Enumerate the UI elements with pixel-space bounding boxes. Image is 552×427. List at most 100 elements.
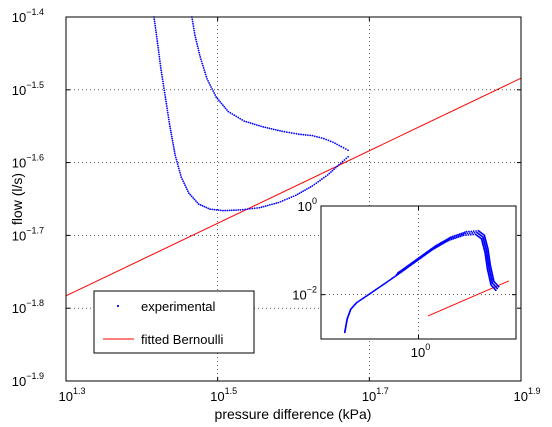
data-point bbox=[194, 34, 196, 37]
data-point bbox=[154, 27, 157, 29]
data-point bbox=[203, 205, 206, 208]
data-point bbox=[199, 56, 202, 58]
data-point bbox=[183, 182, 186, 185]
data-point bbox=[298, 192, 301, 195]
data-point bbox=[241, 208, 244, 211]
data-point bbox=[187, 190, 189, 193]
data-point bbox=[168, 120, 171, 123]
data-point bbox=[209, 84, 211, 86]
data-point bbox=[158, 55, 161, 58]
data-point bbox=[168, 123, 171, 125]
data-point bbox=[275, 202, 278, 205]
data-point bbox=[201, 62, 204, 65]
inset-data-point bbox=[472, 230, 475, 233]
inset-data-point bbox=[464, 232, 467, 235]
data-point bbox=[187, 192, 190, 195]
data-point bbox=[244, 208, 247, 211]
data-point bbox=[192, 25, 195, 27]
data-point bbox=[260, 125, 262, 128]
data-point bbox=[154, 24, 157, 27]
data-point bbox=[286, 198, 288, 200]
data-point bbox=[255, 124, 258, 126]
data-point bbox=[333, 168, 336, 171]
data-point bbox=[309, 134, 312, 137]
data-point bbox=[294, 194, 297, 197]
data-point bbox=[258, 124, 260, 127]
inset-ticks bbox=[321, 205, 516, 339]
inset-data-point bbox=[468, 230, 470, 233]
data-point bbox=[180, 176, 183, 179]
inset-data-point bbox=[465, 234, 467, 236]
data-point bbox=[193, 29, 196, 32]
data-point bbox=[307, 187, 310, 189]
data-point bbox=[327, 139, 330, 142]
data-point bbox=[185, 186, 187, 189]
data-point bbox=[190, 195, 193, 198]
data-point bbox=[290, 132, 293, 134]
data-point bbox=[306, 188, 308, 190]
data-point bbox=[322, 137, 325, 140]
data-point bbox=[239, 117, 242, 120]
data-point bbox=[179, 174, 182, 176]
data-point bbox=[345, 157, 348, 160]
data-point bbox=[260, 206, 263, 209]
data-point bbox=[161, 78, 164, 81]
data-point bbox=[155, 31, 157, 34]
data-point bbox=[177, 167, 180, 170]
data-point bbox=[191, 20, 194, 23]
data-point bbox=[177, 165, 180, 168]
data-point bbox=[172, 144, 175, 146]
legend: experimental fitted Bernoulli bbox=[93, 290, 255, 354]
data-point bbox=[196, 43, 198, 45]
data-point bbox=[292, 195, 295, 198]
data-point bbox=[197, 47, 200, 50]
data-point bbox=[288, 131, 291, 134]
data-point bbox=[232, 209, 235, 212]
data-point bbox=[196, 201, 199, 204]
data-point bbox=[246, 208, 249, 211]
data-point bbox=[168, 125, 171, 128]
data-point bbox=[169, 129, 172, 132]
data-point bbox=[325, 138, 328, 141]
data-point bbox=[347, 149, 349, 152]
data-point bbox=[204, 71, 206, 74]
data-point bbox=[283, 199, 286, 201]
data-point bbox=[209, 208, 211, 211]
data-point bbox=[215, 209, 218, 211]
data-point bbox=[194, 36, 197, 39]
data-point bbox=[347, 155, 349, 158]
data-point bbox=[214, 94, 217, 96]
inset-data-point bbox=[466, 232, 469, 235]
data-point bbox=[156, 37, 158, 40]
data-point bbox=[320, 137, 323, 139]
data-point bbox=[269, 204, 271, 206]
data-point bbox=[164, 96, 167, 98]
data-point bbox=[256, 207, 258, 209]
data-point bbox=[210, 86, 212, 88]
inset-data-point bbox=[471, 232, 474, 234]
data-point bbox=[249, 122, 252, 124]
data-point bbox=[313, 135, 316, 138]
data-point bbox=[205, 75, 208, 78]
data-point bbox=[161, 80, 164, 83]
data-point bbox=[235, 115, 238, 118]
data-point bbox=[213, 92, 216, 94]
data-point bbox=[258, 206, 261, 209]
data-point bbox=[163, 87, 165, 90]
data-point bbox=[172, 146, 175, 148]
data-point bbox=[205, 206, 208, 209]
data-point bbox=[237, 209, 240, 211]
data-point bbox=[195, 38, 197, 41]
data-point bbox=[279, 129, 281, 132]
data-point bbox=[195, 40, 198, 43]
data-point bbox=[171, 139, 174, 142]
data-point bbox=[208, 82, 210, 84]
data-point bbox=[342, 146, 345, 149]
data-point bbox=[247, 121, 250, 124]
data-point bbox=[223, 105, 226, 108]
data-point bbox=[194, 200, 197, 202]
main-plot-frame bbox=[65, 16, 522, 382]
data-point bbox=[153, 18, 156, 21]
data-point bbox=[204, 73, 207, 76]
data-point bbox=[156, 44, 159, 47]
